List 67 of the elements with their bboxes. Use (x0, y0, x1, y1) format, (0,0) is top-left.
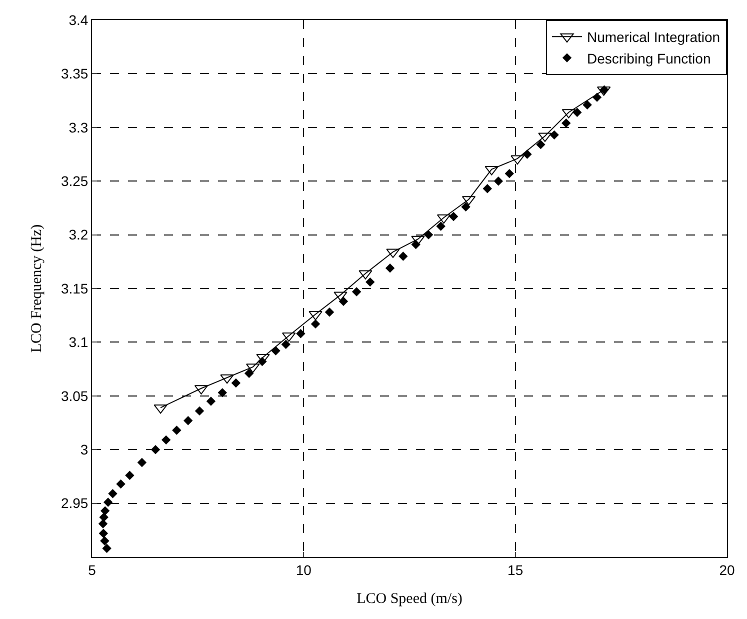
point (449, 212, 458, 221)
x-tick-label: 15 (508, 562, 524, 578)
point (220, 374, 234, 384)
point (411, 236, 425, 246)
y-tick-label: 2.95 (60, 495, 88, 512)
y-axis-title: LCO Frequency (Hz) (29, 224, 46, 353)
y-tick-label: 3.15 (60, 280, 88, 296)
point (461, 202, 470, 212)
point (108, 489, 118, 498)
point (218, 388, 227, 398)
point (138, 458, 146, 467)
point (100, 506, 110, 516)
x-tick-label: 5 (88, 562, 96, 578)
y-tick-label: 3.05 (60, 388, 88, 404)
point (154, 404, 168, 414)
point (244, 368, 254, 378)
point (232, 378, 240, 388)
point (99, 528, 108, 538)
point (104, 498, 112, 507)
x-tick-label: 20 (719, 562, 735, 578)
point (482, 184, 492, 194)
point (281, 340, 290, 349)
point (582, 100, 592, 110)
point (151, 445, 160, 454)
y-tick-label: 3.25 (60, 173, 88, 189)
point (258, 357, 267, 366)
x-tick-label: 10 (296, 562, 312, 578)
point (271, 346, 280, 356)
point (550, 130, 559, 140)
point (572, 108, 582, 117)
point (424, 230, 433, 240)
y-tick-label: 3 (80, 442, 88, 458)
point (162, 436, 170, 444)
point (398, 252, 408, 261)
legend-label: Describing Function (587, 50, 711, 66)
point (99, 512, 108, 522)
point (206, 396, 216, 406)
point (100, 536, 110, 546)
point (510, 155, 524, 165)
point (562, 118, 571, 128)
point (536, 140, 546, 149)
point (311, 320, 320, 328)
point (195, 406, 204, 416)
point (522, 150, 532, 159)
y-tick-label: 3.4 (68, 12, 88, 28)
legend-label: Numerical Integration (587, 29, 720, 46)
point (366, 278, 375, 286)
point (386, 264, 394, 272)
y-tick-label: 3.2 (68, 226, 88, 243)
point (116, 480, 126, 488)
y-tick-label: 3.3 (68, 119, 88, 136)
y-tick-label: 3.1 (68, 334, 88, 350)
point (125, 470, 134, 480)
point (296, 329, 306, 338)
point (352, 287, 361, 296)
point (325, 308, 334, 317)
point (592, 92, 602, 102)
point (436, 222, 446, 231)
point (494, 176, 503, 186)
point (339, 296, 348, 306)
point (102, 544, 112, 553)
point (184, 416, 192, 425)
point (172, 426, 182, 435)
y-tick-label: 3.35 (60, 66, 88, 82)
point (505, 169, 514, 178)
point (411, 240, 420, 249)
x-axis-title: LCO Speed (m/s) (356, 590, 462, 607)
